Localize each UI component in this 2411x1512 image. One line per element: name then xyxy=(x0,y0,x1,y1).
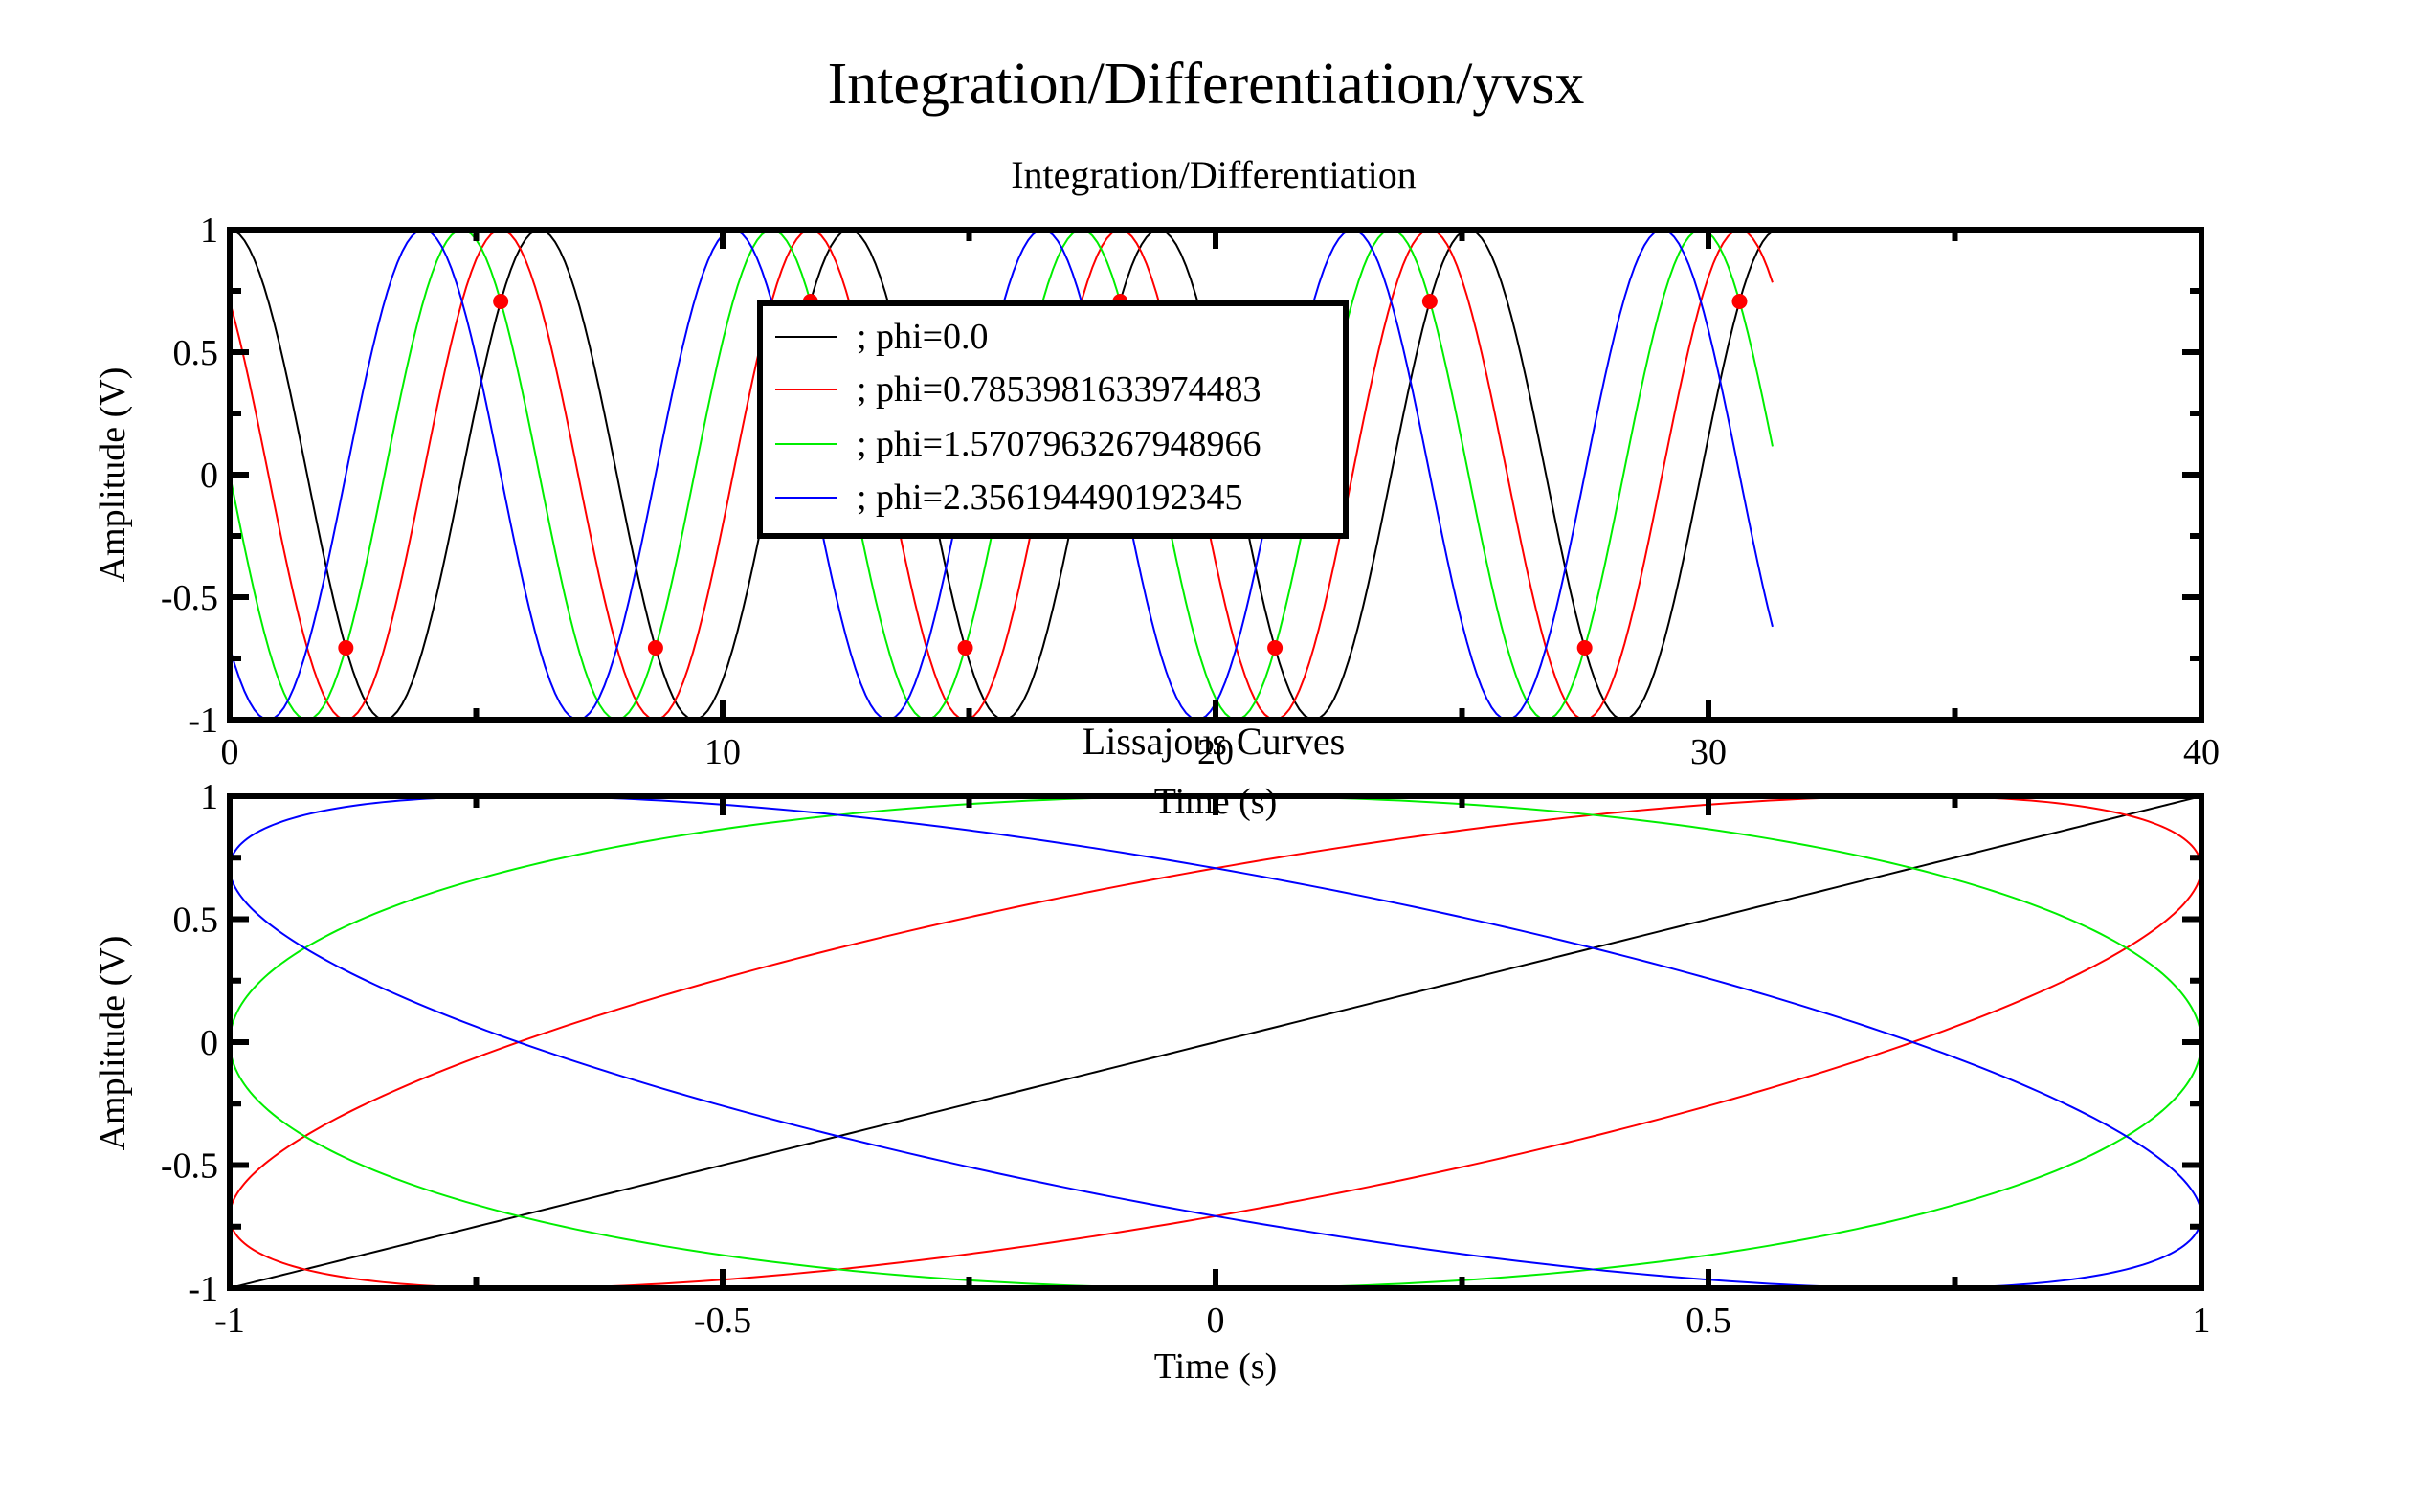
y-tick-label: 0.5 xyxy=(173,333,219,373)
data-marker xyxy=(338,640,354,656)
x-tick-label: 10 xyxy=(704,732,741,772)
y-tick-label: -0.5 xyxy=(161,1146,218,1187)
legend-label: ; phi=2.356194490192345 xyxy=(857,478,1243,518)
y-tick-label: 1 xyxy=(200,777,218,817)
y-tick-label: 1 xyxy=(200,211,218,251)
y-tick-label: 0 xyxy=(200,456,218,496)
integration-differentiation-plot: Integration/Differentiation 0 10 20 30 40-1-… xyxy=(93,153,2220,822)
plot-frame xyxy=(227,227,2204,723)
data-marker xyxy=(1731,293,1748,309)
x-tick-label: 30 xyxy=(1690,732,1727,772)
lissajous-curve-0 xyxy=(229,795,2202,1289)
x-tick-label: -1 xyxy=(214,1301,245,1341)
plot-title: Lissajous Curves xyxy=(1083,720,1345,763)
x-tick-label: 20 xyxy=(1197,732,1234,772)
plot-title: Integration/Differentiation xyxy=(1011,153,1417,196)
legend-label: ; phi=0.0 xyxy=(857,317,989,357)
y-tick-label: 0.5 xyxy=(173,901,219,941)
data-marker xyxy=(647,640,663,656)
legend-label: ; phi=1.5707963267948966 xyxy=(857,424,1261,464)
data-marker xyxy=(957,640,973,656)
series-group xyxy=(228,794,2202,1290)
series-line-1 xyxy=(229,228,1774,722)
figure-title: Integration/Differentiation/yvsx xyxy=(828,52,1585,117)
y-tick-label: -0.5 xyxy=(161,578,218,618)
data-marker xyxy=(1267,640,1284,656)
x-axis-label: Time (s) xyxy=(1154,1346,1277,1387)
x-tick-label: 1 xyxy=(2193,1301,2211,1341)
x-tick-label: 0 xyxy=(221,732,239,772)
x-tick-label: 0.5 xyxy=(1685,1301,1731,1341)
x-tick-label: 0 xyxy=(1207,1301,1225,1341)
plot-frame xyxy=(227,793,2204,1291)
y-axis-label: Amplitude (V) xyxy=(93,367,133,583)
y-tick-label: -1 xyxy=(188,700,218,741)
tick-group: -1 -0.5 0 0.5 1 -1 -0.5 0 0.5 1 xyxy=(161,777,2211,1341)
data-marker xyxy=(1421,293,1438,309)
legend: ; phi=0.0 ; phi=0.7853981633974483 ; phi… xyxy=(757,300,1349,539)
legend-box xyxy=(757,300,1349,539)
lissajous-plot: -1 -0.5 0 0.5 1-1-0.500.51 Lissajous Curves … xyxy=(93,720,2211,1387)
y-axis-label: Amplitude (V) xyxy=(93,936,133,1151)
legend-label: ; phi=0.7853981633974483 xyxy=(857,369,1261,410)
data-marker xyxy=(493,293,509,309)
y-tick-label: 0 xyxy=(200,1023,218,1063)
x-tick-label: 40 xyxy=(2183,732,2220,772)
x-tick-label: -0.5 xyxy=(694,1301,751,1341)
data-marker xyxy=(1576,640,1593,656)
y-tick-label: -1 xyxy=(188,1269,218,1309)
